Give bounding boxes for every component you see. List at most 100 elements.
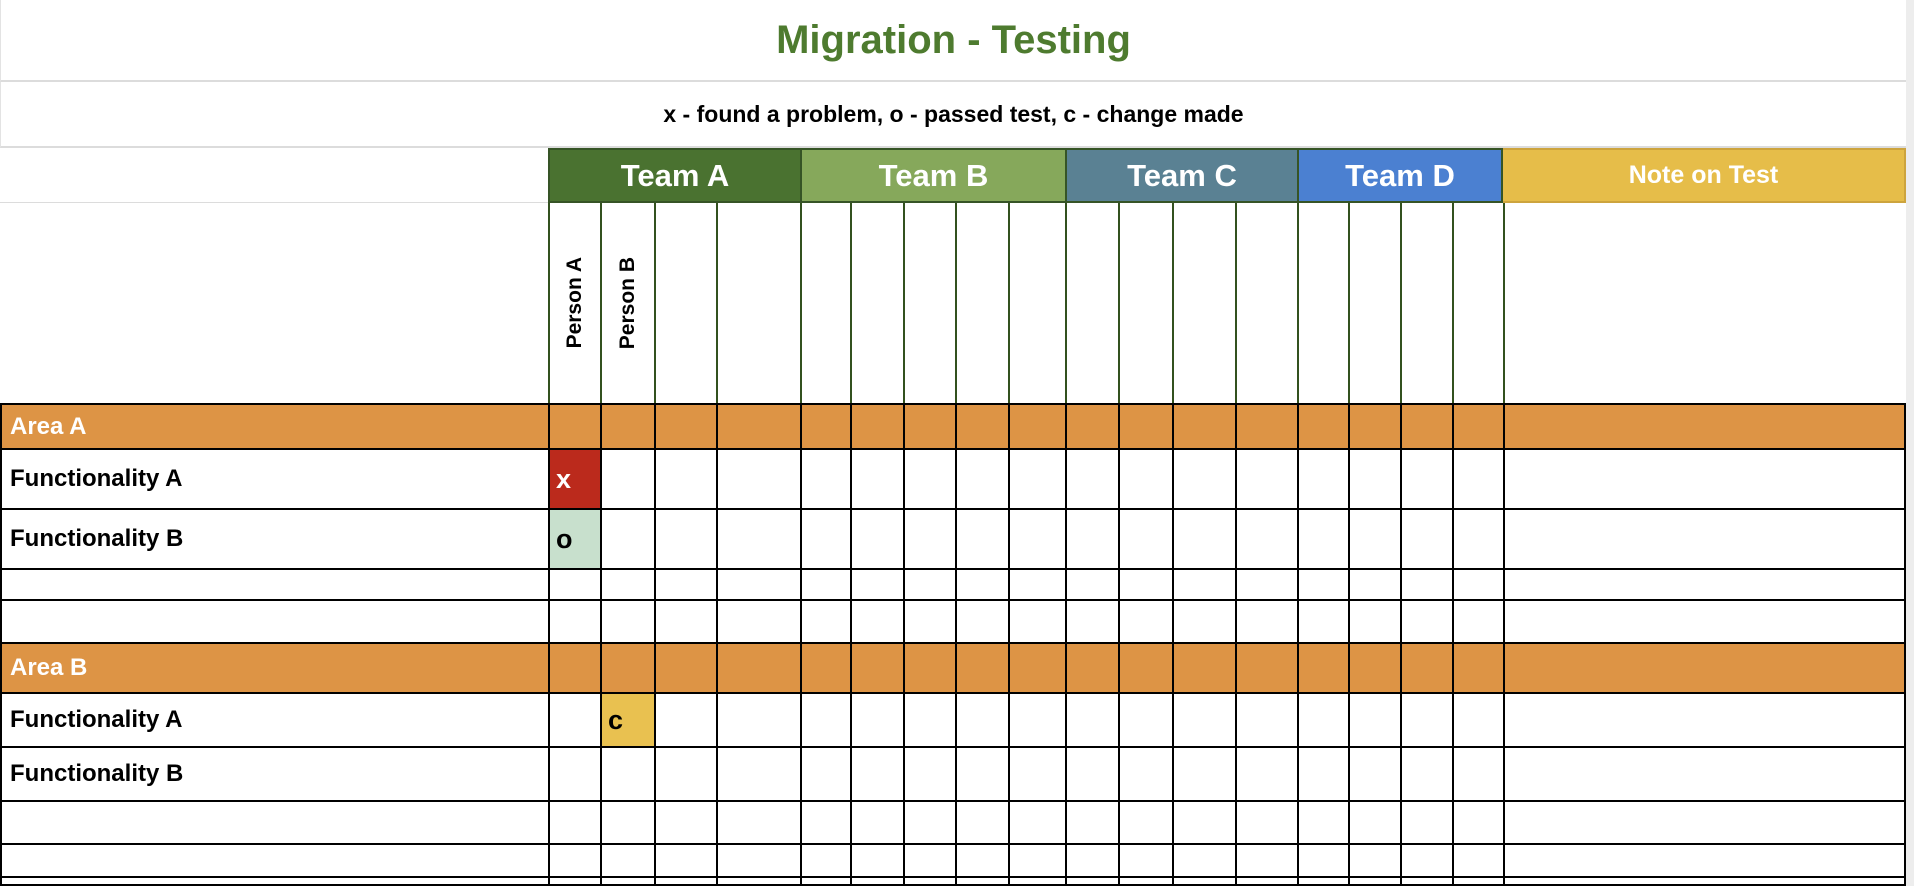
grid-cell[interactable]	[903, 601, 955, 642]
grid-cell[interactable]	[1235, 845, 1297, 876]
mark-cell-x[interactable]: x	[548, 450, 600, 508]
grid-cell[interactable]	[1452, 450, 1503, 508]
grid-cell[interactable]	[600, 802, 654, 843]
grid-cell[interactable]	[716, 405, 800, 448]
grid-cell[interactable]	[1008, 570, 1065, 599]
grid-cell[interactable]	[1235, 510, 1297, 568]
row-label-cell[interactable]	[2, 802, 548, 843]
grid-cell[interactable]	[1065, 570, 1118, 599]
grid-cell[interactable]	[1452, 405, 1503, 448]
grid-cell[interactable]	[1008, 405, 1065, 448]
grid-cell[interactable]	[654, 601, 716, 642]
grid-cell[interactable]	[716, 570, 800, 599]
mark-cell-c[interactable]: c	[600, 694, 654, 746]
grid-cell[interactable]	[850, 878, 903, 884]
grid-cell[interactable]	[1452, 748, 1503, 800]
row-label-cell[interactable]: Functionality B	[10, 525, 184, 552]
grid-cell[interactable]	[1452, 644, 1503, 692]
grid-cell[interactable]	[600, 878, 654, 884]
grid-cell[interactable]	[548, 845, 600, 876]
grid-cell[interactable]	[1297, 644, 1348, 692]
grid-cell[interactable]	[1400, 450, 1452, 508]
section-label[interactable]: Area B	[10, 654, 88, 681]
grid-cell[interactable]	[1065, 694, 1118, 746]
grid-cell[interactable]	[1400, 570, 1452, 599]
grid-cell[interactable]	[1118, 748, 1172, 800]
person-column-empty[interactable]	[1400, 203, 1452, 403]
grid-cell[interactable]	[1348, 694, 1400, 746]
grid-cell[interactable]	[1172, 450, 1235, 508]
grid-cell[interactable]	[903, 644, 955, 692]
person-column-empty[interactable]	[955, 203, 1008, 403]
grid-cell[interactable]	[1172, 405, 1235, 448]
grid-cell[interactable]	[1348, 601, 1400, 642]
note-cell[interactable]	[1503, 748, 1904, 800]
grid-cell[interactable]	[716, 601, 800, 642]
grid-cell[interactable]	[955, 644, 1008, 692]
note-cell[interactable]	[1503, 878, 1904, 884]
grid-cell[interactable]	[850, 570, 903, 599]
mark-cell-o[interactable]: o	[548, 510, 600, 568]
team-header-team-b[interactable]: Team B	[800, 148, 1065, 203]
grid-cell[interactable]	[1400, 644, 1452, 692]
grid-cell[interactable]	[1400, 748, 1452, 800]
grid-cell[interactable]	[1297, 405, 1348, 448]
grid-cell[interactable]	[1118, 570, 1172, 599]
note-cell[interactable]	[1503, 405, 1904, 448]
grid-cell[interactable]	[1400, 601, 1452, 642]
grid-cell[interactable]	[1235, 878, 1297, 884]
grid-cell[interactable]	[955, 405, 1008, 448]
grid-cell[interactable]	[548, 748, 600, 800]
person-column-empty[interactable]	[1235, 203, 1297, 403]
grid-cell[interactable]	[600, 748, 654, 800]
person-column-empty[interactable]	[1118, 203, 1172, 403]
grid-cell[interactable]	[1297, 802, 1348, 843]
grid-cell[interactable]	[903, 845, 955, 876]
grid-cell[interactable]	[1172, 748, 1235, 800]
grid-cell[interactable]	[1118, 644, 1172, 692]
grid-cell[interactable]	[1400, 802, 1452, 843]
grid-cell[interactable]	[1172, 802, 1235, 843]
grid-cell[interactable]	[600, 601, 654, 642]
grid-cell[interactable]	[1172, 694, 1235, 746]
grid-cell[interactable]	[955, 694, 1008, 746]
grid-cell[interactable]	[800, 748, 850, 800]
row-label-cell[interactable]: Functionality A	[10, 465, 183, 492]
grid-cell[interactable]	[1235, 694, 1297, 746]
grid-cell[interactable]	[1065, 644, 1118, 692]
grid-cell[interactable]	[1348, 405, 1400, 448]
grid-cell[interactable]	[1297, 748, 1348, 800]
grid-cell[interactable]	[955, 845, 1008, 876]
person-column-empty[interactable]	[850, 203, 903, 403]
note-cell[interactable]	[1503, 694, 1904, 746]
grid-cell[interactable]	[1172, 510, 1235, 568]
grid-cell[interactable]	[1172, 845, 1235, 876]
grid-cell[interactable]	[903, 878, 955, 884]
grid-cell[interactable]	[955, 601, 1008, 642]
grid-cell[interactable]	[600, 405, 654, 448]
note-column-header-cell[interactable]	[1503, 203, 1906, 403]
grid-cell[interactable]	[1235, 644, 1297, 692]
grid-cell[interactable]	[903, 450, 955, 508]
grid-cell[interactable]	[850, 748, 903, 800]
grid-cell[interactable]	[850, 644, 903, 692]
grid-cell[interactable]	[850, 694, 903, 746]
grid-cell[interactable]	[1118, 802, 1172, 843]
grid-cell[interactable]	[850, 510, 903, 568]
grid-cell[interactable]	[1008, 450, 1065, 508]
grid-cell[interactable]	[1452, 845, 1503, 876]
grid-cell[interactable]	[654, 694, 716, 746]
grid-cell[interactable]	[548, 802, 600, 843]
grid-cell[interactable]	[1118, 601, 1172, 642]
grid-cell[interactable]	[800, 601, 850, 642]
grid-cell[interactable]	[800, 510, 850, 568]
grid-cell[interactable]	[1118, 405, 1172, 448]
grid-cell[interactable]	[654, 878, 716, 884]
person-column-empty[interactable]	[1008, 203, 1065, 403]
grid-cell[interactable]	[716, 878, 800, 884]
grid-cell[interactable]	[654, 845, 716, 876]
grid-cell[interactable]	[600, 450, 654, 508]
person-column-empty[interactable]	[716, 203, 800, 403]
grid-cell[interactable]	[1452, 570, 1503, 599]
grid-cell[interactable]	[850, 405, 903, 448]
